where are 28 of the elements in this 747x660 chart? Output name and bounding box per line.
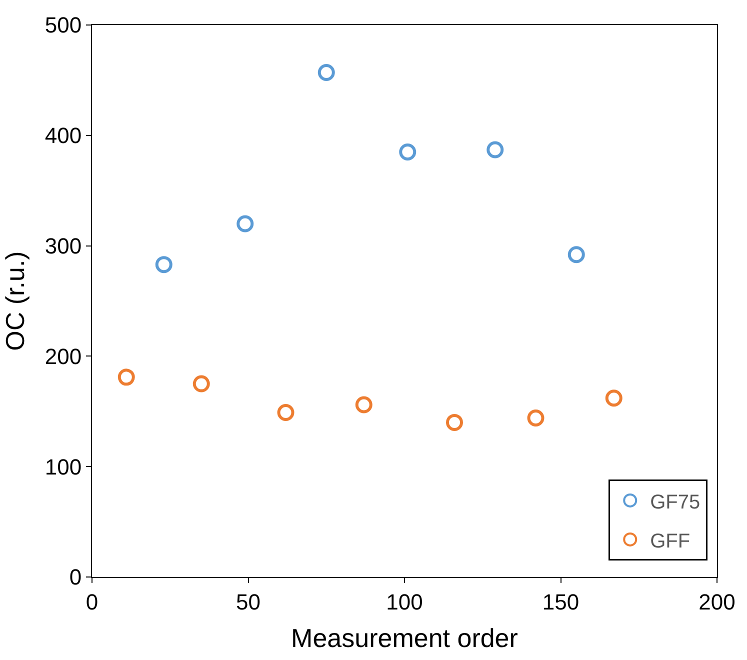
legend-label: GFF (650, 530, 690, 552)
point (527, 410, 544, 427)
y-tick-label: 500 (44, 12, 82, 38)
point (446, 414, 463, 431)
point (118, 368, 135, 386)
point (277, 404, 294, 421)
point (486, 141, 504, 158)
y-tick-label: 100 (44, 454, 82, 480)
y-axis-title: OC (r.u.) (0, 251, 30, 351)
x-tick-label: 150 (542, 589, 580, 614)
point (399, 143, 416, 160)
y-tick-label: 0 (69, 564, 82, 590)
legend-label: GF75 (650, 491, 700, 514)
point (355, 396, 372, 414)
x-tick-label: 100 (386, 589, 423, 614)
y-tick-label: 400 (44, 123, 82, 148)
x-axis-title: Measurement order (291, 623, 518, 654)
y-tick-label: 200 (44, 344, 82, 369)
point (605, 390, 622, 407)
point (568, 246, 585, 264)
point (236, 215, 254, 232)
x-tick-label: 50 (236, 589, 260, 614)
point (155, 256, 172, 274)
x-tick-label: 0 (86, 589, 98, 614)
point (192, 375, 210, 392)
y-tick-label: 300 (44, 234, 82, 258)
point (318, 64, 335, 81)
x-tick-label: 200 (698, 589, 736, 614)
